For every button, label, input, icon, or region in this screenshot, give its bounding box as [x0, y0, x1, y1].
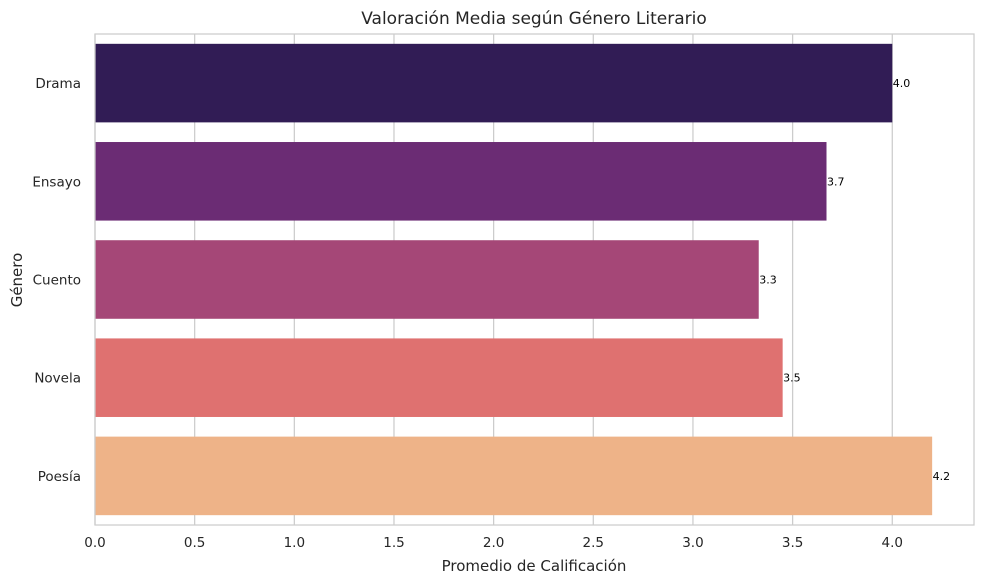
x-tick-label: 1.0	[284, 535, 305, 551]
data-label: 4.2	[933, 470, 951, 483]
data-label: 4.0	[893, 77, 911, 90]
y-tick-label: Cuento	[33, 273, 81, 289]
x-tick-label: 2.5	[583, 535, 604, 551]
x-tick-label: 0.0	[84, 535, 105, 551]
plot-frame	[94, 33, 975, 526]
x-tick-label: 2.0	[483, 535, 504, 551]
bars	[95, 43, 933, 516]
data-labels: 4.0 3.7 3.3 3.5 4.2	[759, 77, 950, 483]
y-tick-label: Ensayo	[32, 174, 81, 190]
data-label: 3.3	[759, 274, 777, 287]
x-tick-label: 3.5	[782, 535, 803, 551]
bar-novela	[95, 338, 783, 417]
bar-cuento	[95, 240, 759, 319]
bar-poesía	[95, 436, 933, 516]
x-tick-label: 0.5	[184, 535, 205, 551]
bar-ensayo	[95, 142, 827, 221]
y-axis-ticks: Drama Ensayo Cuento Novela Poesía	[32, 76, 81, 485]
x-tick-label: 4.0	[882, 535, 903, 551]
chart-title: Valoración Media según Género Literario	[361, 9, 707, 29]
y-tick-label: Poesía	[38, 469, 81, 485]
x-axis-ticks: 0.0 0.5 1.0 1.5 2.0 2.5 3.0 3.5 4.0	[84, 535, 903, 551]
x-axis-label: Promedio de Calificación	[442, 557, 627, 575]
y-tick-label: Drama	[35, 76, 81, 92]
data-label: 3.5	[783, 372, 801, 385]
x-tick-label: 1.5	[383, 535, 404, 551]
y-axis-label: Género	[8, 253, 26, 308]
bar-drama	[95, 43, 893, 123]
x-tick-label: 3.0	[682, 535, 703, 551]
y-tick-label: Novela	[34, 371, 81, 387]
data-label: 3.7	[827, 175, 845, 188]
